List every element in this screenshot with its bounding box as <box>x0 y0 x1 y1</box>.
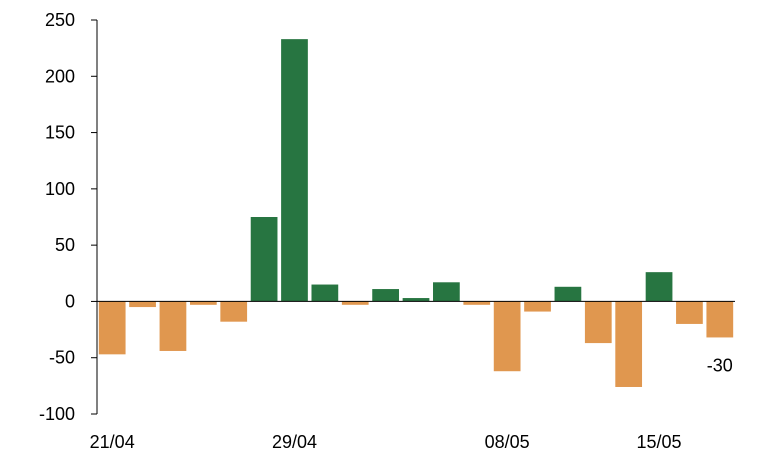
bar <box>615 301 643 387</box>
bar <box>524 301 551 312</box>
y-tick-label: 0 <box>65 291 75 311</box>
y-tick-label: 150 <box>45 123 75 143</box>
last-value-label: -30 <box>707 355 733 375</box>
y-tick-label: 200 <box>45 66 75 86</box>
bar <box>220 301 248 322</box>
bar <box>311 284 339 302</box>
bar <box>584 301 612 344</box>
bars-layer <box>98 39 734 387</box>
bar <box>281 39 308 302</box>
bar <box>402 298 430 302</box>
axes-layer <box>91 19 735 415</box>
labels-layer: -100 -50 0 50 100 150 200 250 21/04 29/04 08/05 15/… <box>39 10 733 452</box>
bar <box>98 301 126 355</box>
y-tick-label: -50 <box>49 348 75 368</box>
bar <box>676 301 703 324</box>
x-tick-label: 21/04 <box>90 432 135 452</box>
bar <box>645 272 673 302</box>
y-tick-label: 50 <box>55 235 75 255</box>
y-tick-label: 250 <box>45 10 75 30</box>
bar <box>159 301 187 351</box>
bar <box>129 301 156 308</box>
bar <box>706 301 734 338</box>
bar <box>372 289 399 302</box>
bar <box>463 301 491 305</box>
bar <box>189 301 217 305</box>
x-tick-label: 29/04 <box>272 432 317 452</box>
bar <box>493 301 521 372</box>
bar <box>433 282 460 302</box>
bar <box>341 301 369 305</box>
y-tick-label: -100 <box>39 404 75 424</box>
y-tick-label: 100 <box>45 179 75 199</box>
bar <box>250 217 278 302</box>
bar <box>554 286 582 302</box>
x-tick-label: 15/05 <box>637 432 682 452</box>
x-tick-label: 08/05 <box>485 432 530 452</box>
